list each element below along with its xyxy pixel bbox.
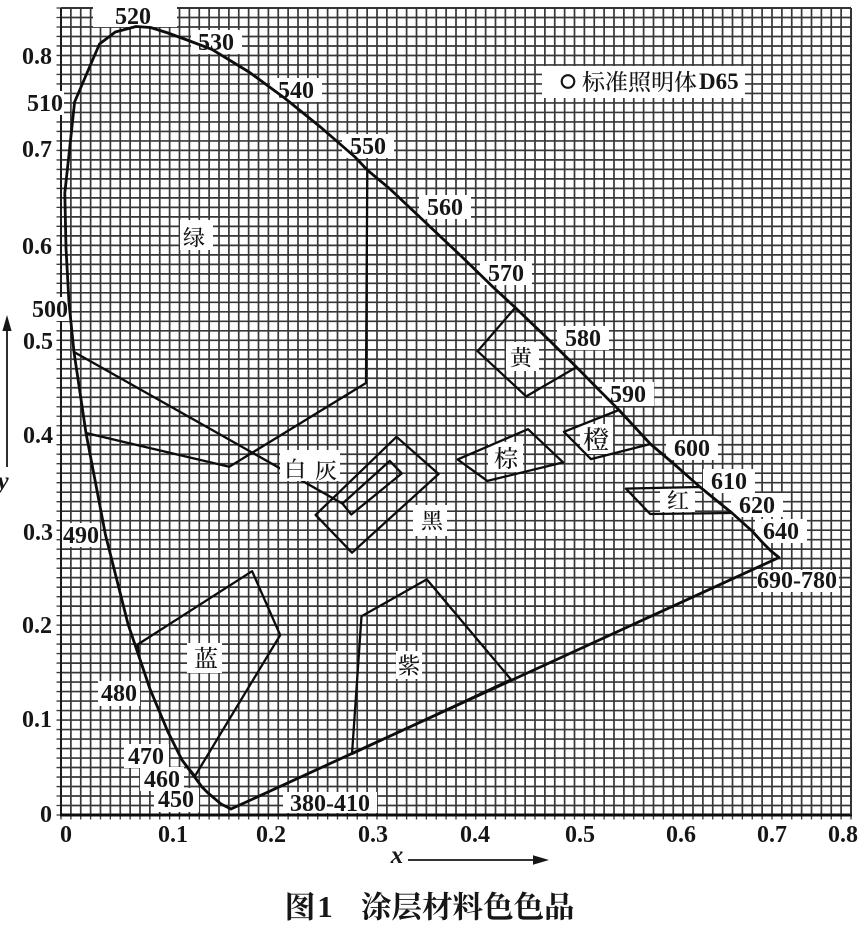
svg-text:0.6: 0.6: [666, 822, 696, 848]
svg-text:0.3: 0.3: [358, 822, 388, 848]
svg-text:490: 490: [63, 523, 99, 549]
svg-text:0.8: 0.8: [828, 822, 858, 848]
svg-text:690-780: 690-780: [757, 568, 837, 594]
svg-text:460: 460: [144, 767, 180, 793]
svg-text:0.3: 0.3: [23, 520, 53, 546]
svg-text:550: 550: [350, 134, 386, 160]
svg-text:0.8: 0.8: [22, 44, 52, 70]
svg-text:480: 480: [101, 681, 137, 707]
svg-text:570: 570: [488, 261, 524, 287]
svg-text:0: 0: [60, 822, 72, 848]
svg-text:0.7: 0.7: [757, 822, 787, 848]
svg-text:610: 610: [711, 469, 747, 495]
svg-text:470: 470: [128, 744, 164, 770]
svg-text:0.4: 0.4: [23, 423, 53, 449]
svg-text:450: 450: [158, 787, 194, 813]
svg-text:500: 500: [32, 297, 68, 323]
svg-text:380-410: 380-410: [290, 791, 370, 817]
svg-text:530: 530: [198, 30, 234, 56]
svg-text:0.6: 0.6: [22, 234, 52, 260]
svg-text:560: 560: [427, 195, 463, 221]
svg-text:600: 600: [674, 436, 710, 462]
svg-text:0.7: 0.7: [22, 137, 52, 163]
svg-text:0.2: 0.2: [256, 822, 286, 848]
svg-text:0.1: 0.1: [22, 707, 52, 733]
svg-text:D65: D65: [699, 69, 739, 94]
svg-text:510: 510: [27, 91, 63, 117]
svg-text:1: 1: [317, 889, 333, 924]
svg-text:0.5: 0.5: [23, 329, 53, 355]
svg-text:0: 0: [40, 802, 52, 828]
svg-text:580: 580: [565, 326, 601, 352]
svg-text:0.4: 0.4: [460, 822, 490, 848]
svg-text:0.1: 0.1: [158, 822, 188, 848]
svg-text:520: 520: [115, 4, 151, 30]
svg-text:640: 640: [763, 519, 799, 545]
svg-text:y: y: [0, 468, 9, 495]
svg-text:0.2: 0.2: [22, 613, 52, 639]
svg-text:590: 590: [610, 382, 646, 408]
svg-text:620: 620: [739, 493, 775, 519]
svg-text:0.5: 0.5: [565, 822, 595, 848]
svg-text:x: x: [390, 842, 404, 869]
svg-text:540: 540: [278, 78, 314, 104]
